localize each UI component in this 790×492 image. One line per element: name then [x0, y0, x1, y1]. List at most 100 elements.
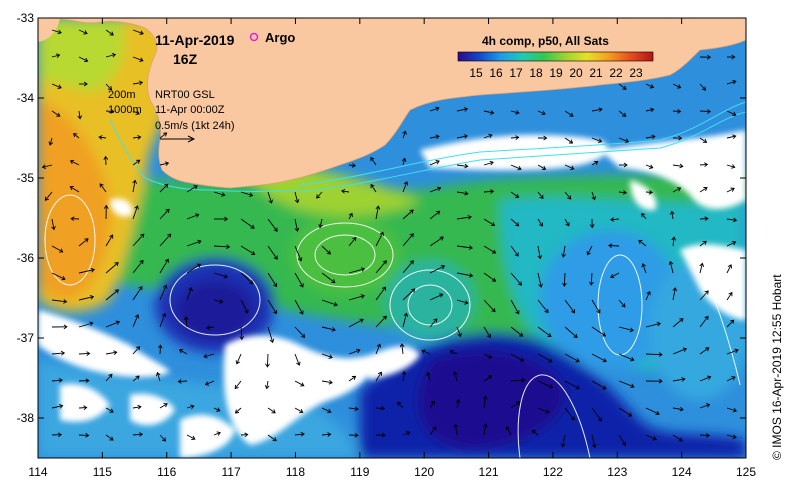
current-vector	[70, 186, 80, 193]
current-vector	[726, 110, 736, 116]
current-vector-head	[469, 273, 474, 278]
current-vector	[510, 136, 519, 139]
current-vector-head	[728, 291, 733, 297]
current-vector-head	[452, 371, 458, 376]
current-vector-head	[132, 179, 138, 184]
current-vector	[537, 299, 549, 313]
current-vector	[99, 183, 107, 193]
current-vector	[294, 407, 303, 413]
current-vector-head	[63, 324, 68, 330]
land-corner	[38, 18, 60, 42]
current-vector-head	[409, 233, 414, 238]
current-vector-head	[273, 255, 278, 260]
current-vector-head	[294, 227, 300, 232]
current-vector	[235, 407, 242, 414]
current-vector-head	[134, 314, 140, 319]
colorbar-tick-label: 19	[549, 66, 563, 80]
current-vector	[429, 318, 438, 328]
current-vector-head	[435, 106, 440, 112]
x-tick-label: 125	[736, 465, 756, 479]
current-vector	[510, 326, 523, 337]
x-tick-label: 122	[543, 465, 563, 479]
colorbar-tick-label: 18	[529, 66, 543, 80]
current-vector-head	[730, 187, 735, 192]
current-vector-head	[316, 194, 321, 199]
current-vector	[483, 396, 487, 409]
current-vector-head	[544, 308, 549, 314]
colorbar: 4h comp, p50, All Sats 15 16 17 18 19 20 21 22 2…	[457, 34, 654, 80]
current-vector	[402, 158, 406, 166]
current-vector-head	[455, 398, 461, 404]
current-vector	[78, 407, 87, 409]
current-vector-head	[545, 409, 550, 414]
current-vector	[51, 110, 61, 117]
current-vector	[348, 213, 353, 220]
current-vector-head	[409, 209, 414, 214]
current-vector	[132, 433, 143, 436]
isobaths	[109, 101, 746, 193]
current-vector-head	[401, 157, 407, 162]
current-vector	[402, 181, 408, 193]
current-vector	[672, 434, 683, 442]
current-vector	[51, 299, 67, 303]
colorbar-tick-label: 22	[609, 66, 623, 80]
current-vector-head	[449, 349, 454, 355]
current-vector-head	[624, 138, 630, 143]
current-vector-head	[592, 443, 597, 449]
current-vector-head	[704, 216, 709, 222]
current-vector	[618, 380, 635, 388]
current-vector	[562, 434, 566, 447]
current-vector	[240, 326, 243, 340]
current-vector-head	[488, 133, 493, 139]
current-vector-head	[409, 260, 414, 265]
current-vector	[132, 286, 143, 301]
current-vector	[699, 240, 707, 247]
current-vector	[402, 209, 414, 220]
current-vector	[159, 285, 167, 301]
colorbar-tick-label: 16	[489, 66, 503, 80]
current-vector-head	[299, 283, 304, 288]
current-vector	[267, 272, 277, 287]
current-vector-head	[733, 217, 738, 223]
current-vector-head	[517, 281, 523, 286]
current-vector-head	[439, 236, 444, 241]
current-vector	[105, 434, 114, 441]
current-vector-head	[457, 332, 462, 338]
current-vector	[51, 218, 55, 230]
current-vector	[186, 434, 196, 440]
current-vector	[726, 319, 735, 328]
current-vector-head	[109, 234, 114, 239]
current-vector-head	[562, 282, 567, 287]
current-vector-head	[216, 407, 221, 412]
current-vector-head	[370, 156, 375, 162]
current-vector-head	[732, 111, 737, 117]
current-vector-head	[610, 217, 615, 222]
current-vector	[699, 187, 708, 193]
current-vector	[78, 29, 88, 35]
current-vector-head	[638, 239, 643, 244]
current-vector-head	[55, 53, 61, 58]
current-vector	[348, 407, 359, 410]
current-vector	[429, 210, 440, 220]
current-vector	[562, 245, 566, 258]
current-vector	[179, 349, 188, 355]
current-vector-head	[248, 192, 254, 198]
current-vector	[726, 376, 736, 382]
current-vector-head	[731, 54, 736, 60]
current-vector	[51, 405, 63, 409]
current-vector-head	[706, 109, 711, 114]
current-vector	[537, 407, 550, 413]
current-vector	[294, 299, 304, 315]
current-vector	[669, 261, 674, 274]
current-vector	[178, 380, 188, 383]
current-vector-head	[403, 181, 409, 186]
current-vector	[205, 380, 215, 386]
current-vector	[348, 349, 360, 355]
current-vector	[348, 237, 357, 247]
current-vector-head	[61, 275, 66, 281]
current-vector-head	[239, 335, 245, 341]
current-vector-head	[139, 30, 144, 35]
current-vector-head	[226, 244, 231, 250]
argo-legend: Argo	[249, 30, 295, 45]
current-vector-head	[191, 435, 196, 440]
